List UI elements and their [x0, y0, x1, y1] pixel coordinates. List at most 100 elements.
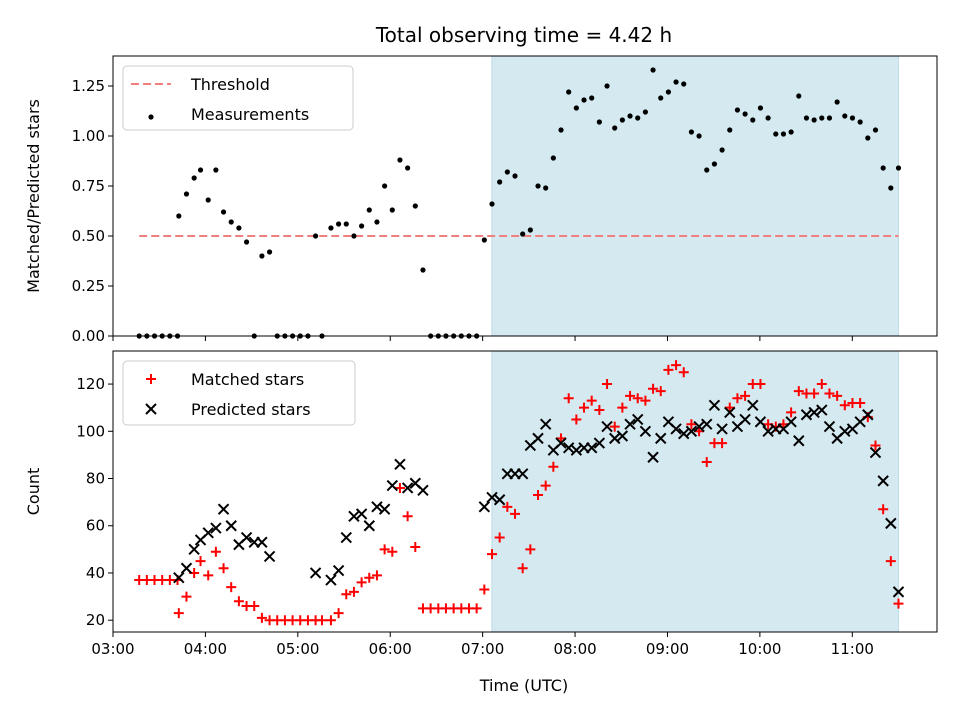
data-point — [387, 546, 398, 557]
data-point — [210, 546, 221, 557]
data-point — [520, 231, 526, 237]
data-point — [648, 383, 659, 394]
data-point — [685, 425, 698, 437]
data-point — [213, 167, 219, 173]
data-point — [832, 390, 843, 401]
data-point — [808, 406, 820, 419]
data-point — [711, 161, 718, 167]
data-point — [188, 543, 200, 556]
data-point — [309, 567, 322, 579]
data-point — [742, 111, 748, 117]
data-point — [658, 95, 664, 101]
data-point — [670, 423, 682, 435]
y-tick-label: 0.75 — [72, 177, 105, 195]
data-point — [512, 173, 518, 179]
legend: Threshold Measurements — [122, 65, 354, 131]
legend-x-swatch — [145, 403, 157, 415]
data-point — [210, 522, 222, 534]
data-point — [678, 367, 689, 378]
data-point — [497, 179, 503, 185]
x-tick-label: 11:00 — [831, 640, 874, 658]
legend-dot-swatch — [148, 114, 154, 120]
data-point — [332, 564, 345, 577]
data-point — [371, 501, 383, 513]
data-point — [581, 97, 587, 103]
data-point — [363, 520, 375, 532]
data-point — [517, 563, 528, 574]
y-tick-label: 100 — [76, 422, 105, 440]
data-point — [510, 508, 521, 519]
data-point — [642, 109, 648, 115]
data-point — [693, 420, 705, 433]
data-point — [811, 117, 817, 123]
data-point — [793, 386, 804, 397]
data-point — [585, 442, 598, 454]
data-point — [839, 425, 851, 437]
data-point — [788, 129, 794, 135]
x-tick-label: 05:00 — [276, 640, 319, 658]
data-point — [366, 207, 372, 213]
y-tick-label: 0.25 — [72, 277, 105, 295]
data-point — [857, 119, 863, 125]
x-tick-label: 08:00 — [553, 640, 596, 658]
data-point — [479, 584, 490, 595]
data-point — [562, 442, 575, 454]
data-point — [627, 113, 633, 119]
x-tick-label: 03:00 — [91, 640, 134, 658]
data-point — [757, 105, 764, 111]
data-point — [800, 409, 813, 421]
data-point — [816, 404, 828, 416]
data-point — [635, 115, 641, 121]
data-point — [348, 586, 359, 597]
data-point — [724, 406, 736, 419]
data-point — [870, 440, 881, 451]
data-point — [249, 601, 260, 612]
data-point — [640, 395, 651, 406]
data-point — [558, 127, 564, 133]
data-point — [405, 165, 411, 171]
data-point — [796, 93, 802, 99]
series-predicted-stars — [173, 399, 905, 598]
data-point — [489, 201, 495, 207]
data-point — [316, 615, 327, 626]
data-point — [364, 572, 375, 583]
data-point — [486, 491, 498, 504]
data-point — [740, 390, 751, 401]
data-point — [378, 503, 391, 515]
data-point — [397, 157, 403, 163]
series-matched-stars — [134, 360, 904, 626]
data-point — [716, 423, 728, 435]
data-point — [173, 571, 185, 584]
data-point — [619, 117, 625, 123]
data-point — [593, 437, 606, 449]
data-point — [727, 127, 733, 133]
data-point — [191, 175, 197, 181]
data-point — [205, 197, 211, 203]
data-point — [824, 388, 835, 399]
data-point — [793, 435, 805, 447]
data-point — [579, 402, 590, 413]
data-point — [410, 541, 421, 552]
data-point — [773, 131, 779, 137]
data-point — [256, 536, 268, 548]
data-point — [225, 520, 237, 532]
data-point — [341, 589, 352, 600]
data-point — [183, 191, 190, 197]
legend-label: Threshold — [190, 75, 270, 94]
data-point — [849, 115, 856, 121]
data-point — [195, 556, 206, 567]
data-point — [259, 253, 265, 259]
y-tick-label: 1.00 — [72, 127, 105, 145]
data-point — [563, 393, 574, 404]
data-point — [602, 379, 613, 390]
data-point — [734, 107, 741, 113]
y-tick-label: 1.25 — [72, 77, 105, 95]
data-point — [525, 544, 536, 555]
data-point — [596, 119, 602, 125]
x-axis-label: Time (UTC) — [479, 676, 568, 695]
data-point — [785, 416, 797, 428]
data-point — [762, 425, 774, 437]
data-point — [359, 223, 365, 229]
data-point — [893, 598, 904, 609]
